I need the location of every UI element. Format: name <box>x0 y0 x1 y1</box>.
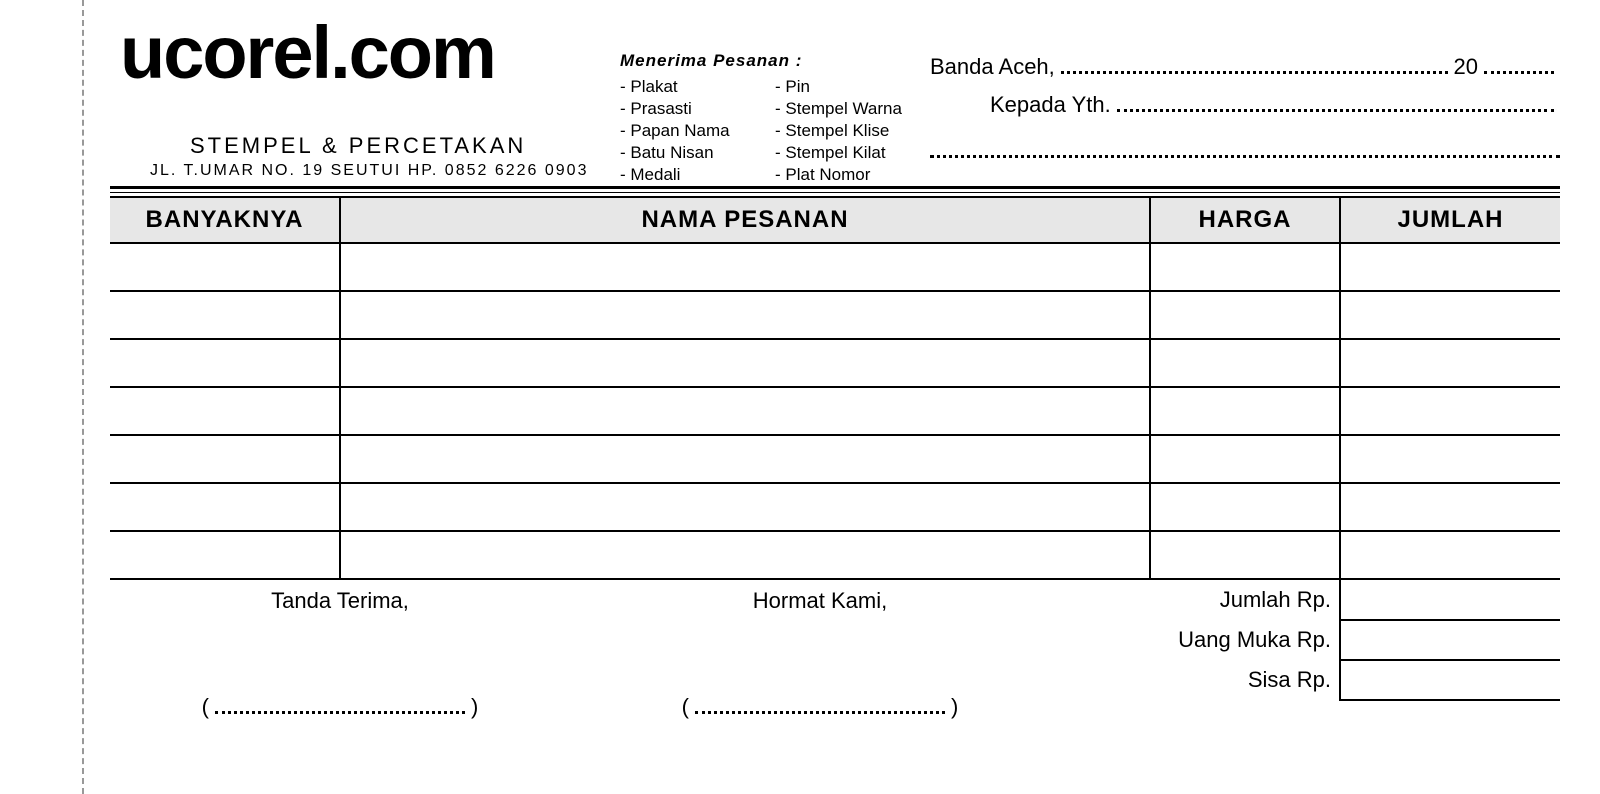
content-area: ucorel.com STEMPEL & PERCETAKAN JL. T.UM… <box>110 0 1560 794</box>
offer-item: - Stempel Warna <box>775 98 930 120</box>
paren-open: ( <box>202 694 209 720</box>
offer-item: - Plakat <box>620 76 775 98</box>
paren-open: ( <box>682 694 689 720</box>
offer-item: - Prasasti <box>620 98 775 120</box>
offers-box: Menerima Pesanan : - Plakat - Prasasti -… <box>620 50 950 186</box>
header-right: Banda Aceh, 20 Kepada Yth. <box>930 48 1560 186</box>
sig-left-label: Tanda Terima, <box>110 588 570 614</box>
offers-col-2: - Pin - Stempel Warna - Stempel Klise - … <box>775 76 930 186</box>
offer-item: - Stempel Kilat <box>775 142 930 164</box>
offer-item: - Stempel Klise <box>775 120 930 142</box>
date-blank[interactable] <box>1061 54 1448 74</box>
total-row: Sisa Rp. <box>1070 660 1560 700</box>
col-name: NAMA PESANAN <box>340 197 1150 243</box>
date-line: Banda Aceh, 20 <box>930 48 1560 86</box>
table-row[interactable] <box>110 435 1560 483</box>
offer-item: - Plat Nomor <box>775 164 930 186</box>
signature-right: Hormat Kami, ( ) <box>570 580 1070 720</box>
total-row: Jumlah Rp. <box>1070 580 1560 620</box>
totals: Jumlah Rp. Uang Muka Rp. Sisa Rp. <box>1070 580 1560 720</box>
table-row[interactable] <box>110 531 1560 579</box>
brand-tagline: STEMPEL & PERCETAKAN <box>190 133 526 159</box>
footer: Tanda Terima, ( ) Hormat Kami, ( ) <box>110 580 1560 720</box>
offers-title: Menerima Pesanan : <box>620 50 950 72</box>
sig-left-line[interactable]: ( ) <box>202 694 479 720</box>
total-row: Uang Muka Rp. <box>1070 620 1560 660</box>
order-table: BANYAKNYA NAMA PESANAN HARGA JUMLAH <box>110 196 1560 580</box>
year-prefix: 20 <box>1454 48 1478 86</box>
total-value[interactable] <box>1340 660 1560 700</box>
sig-right-line[interactable]: ( ) <box>682 694 959 720</box>
total-label: Jumlah Rp. <box>1070 580 1340 620</box>
city-label: Banda Aceh, <box>930 48 1055 86</box>
paren-close: ) <box>471 694 478 720</box>
paren-close: ) <box>951 694 958 720</box>
year-blank[interactable] <box>1484 54 1554 74</box>
rule-top-2 <box>110 192 1560 193</box>
col-quantity: BANYAKNYA <box>110 197 340 243</box>
offer-item: - Medali <box>620 164 775 186</box>
sig-right-label: Hormat Kami, <box>570 588 1070 614</box>
offer-item: - Pin <box>775 76 930 98</box>
col-price: HARGA <box>1150 197 1340 243</box>
table-row[interactable] <box>110 483 1560 531</box>
brand-name: ucorel.com <box>120 10 495 95</box>
table-row[interactable] <box>110 339 1560 387</box>
offer-item: - Papan Nama <box>620 120 775 142</box>
total-label: Uang Muka Rp. <box>1070 620 1340 660</box>
header: ucorel.com STEMPEL & PERCETAKAN JL. T.UM… <box>110 0 1560 186</box>
table-header-row: BANYAKNYA NAMA PESANAN HARGA JUMLAH <box>110 197 1560 243</box>
total-label: Sisa Rp. <box>1070 660 1340 700</box>
kepada-label: Kepada Yth. <box>990 86 1111 124</box>
recipient-blank-2[interactable] <box>930 134 1560 158</box>
offers-col-1: - Plakat - Prasasti - Papan Nama - Batu … <box>620 76 775 186</box>
total-value[interactable] <box>1340 580 1560 620</box>
recipient-blank-3[interactable] <box>1150 172 1560 186</box>
col-total: JUMLAH <box>1340 197 1560 243</box>
table-body <box>110 243 1560 579</box>
brand-address: JL. T.UMAR NO. 19 SEUTUI HP. 0852 6226 0… <box>150 162 588 180</box>
table-row[interactable] <box>110 387 1560 435</box>
table-row[interactable] <box>110 291 1560 339</box>
recipient-line: Kepada Yth. <box>930 86 1560 124</box>
offer-item: - Batu Nisan <box>620 142 775 164</box>
signature-left: Tanda Terima, ( ) <box>110 580 570 720</box>
total-value[interactable] <box>1340 620 1560 660</box>
perforation-line <box>82 0 84 794</box>
table-row[interactable] <box>110 243 1560 291</box>
recipient-blank-1[interactable] <box>1117 92 1554 112</box>
receipt-page: ucorel.com STEMPEL & PERCETAKAN JL. T.UM… <box>0 0 1600 794</box>
